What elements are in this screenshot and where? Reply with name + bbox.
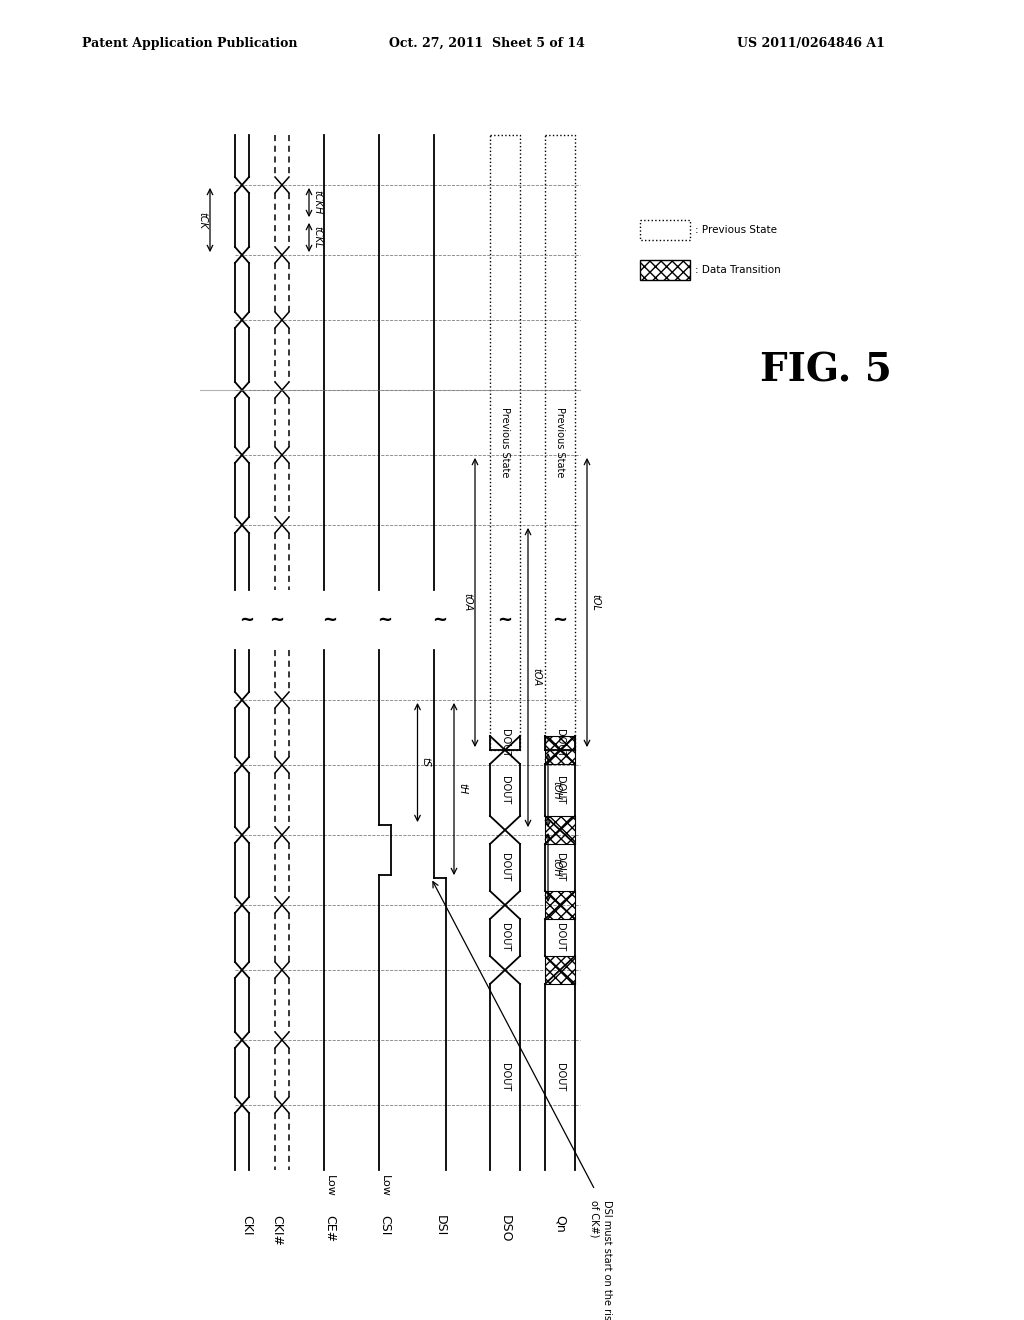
Text: DSO: DSO	[499, 1214, 512, 1242]
Bar	[640, 220, 690, 240]
Text: FIG. 5: FIG. 5	[760, 351, 892, 389]
Text: tS: tS	[421, 758, 430, 767]
Text: DOUT: DOUT	[555, 853, 565, 882]
Text: DOUT: DOUT	[555, 776, 565, 804]
Text: : Previous State: : Previous State	[695, 224, 777, 235]
Text: tCK: tCK	[197, 211, 207, 228]
Text: DOUT: DOUT	[500, 924, 510, 952]
Bar	[545, 891, 575, 919]
Bar	[545, 956, 575, 983]
Text: Low: Low	[325, 1175, 335, 1197]
Text: ~: ~	[240, 611, 255, 630]
Text: tCKL: tCKL	[312, 226, 322, 248]
Text: tH: tH	[457, 783, 467, 795]
Bar	[545, 816, 575, 843]
Text: tCKH: tCKH	[312, 190, 322, 215]
Text: ~: ~	[432, 611, 447, 630]
Text: tOL: tOL	[590, 594, 600, 611]
Text: ~: ~	[323, 611, 338, 630]
Text: tOH: tOH	[551, 858, 561, 876]
Text: US 2011/0264846 A1: US 2011/0264846 A1	[737, 37, 885, 50]
Text: Previous State: Previous State	[555, 408, 565, 478]
Text: DOUT: DOUT	[555, 1063, 565, 1092]
Text: Qn: Qn	[554, 1214, 566, 1233]
Text: DOUT: DOUT	[555, 729, 565, 758]
Text: DOUT: DOUT	[500, 853, 510, 882]
Text: Previous State: Previous State	[500, 408, 510, 478]
Text: Oct. 27, 2011  Sheet 5 of 14: Oct. 27, 2011 Sheet 5 of 14	[389, 37, 585, 50]
Text: CKI: CKI	[241, 1214, 254, 1236]
Text: tOH: tOH	[551, 780, 561, 800]
Text: DOUT: DOUT	[500, 1063, 510, 1092]
Text: Patent Application Publication: Patent Application Publication	[82, 37, 297, 50]
Text: DOUT: DOUT	[500, 776, 510, 804]
Text: DOUT: DOUT	[500, 729, 510, 758]
Text: DOUT: DOUT	[555, 924, 565, 952]
Text: : Data Transition: : Data Transition	[695, 265, 780, 275]
Text: ~: ~	[553, 611, 567, 630]
Text: DSI must start on the rising edge of CK (= falling edge
of CK#): DSI must start on the rising edge of CK …	[590, 1200, 611, 1320]
Text: tOA: tOA	[531, 668, 541, 686]
Text: Low: Low	[380, 1175, 390, 1197]
Bar	[545, 135, 575, 750]
Bar	[490, 135, 520, 750]
Text: CE#: CE#	[324, 1214, 337, 1242]
Text: CSI: CSI	[379, 1214, 391, 1236]
Text: ~: ~	[269, 611, 285, 630]
Bar	[640, 260, 690, 280]
Text: DSI: DSI	[433, 1214, 446, 1237]
Text: ~: ~	[498, 611, 512, 630]
Bar	[545, 737, 575, 764]
Text: ~: ~	[378, 611, 392, 630]
Text: CKI#: CKI#	[270, 1214, 284, 1246]
Text: tOA: tOA	[462, 594, 472, 611]
